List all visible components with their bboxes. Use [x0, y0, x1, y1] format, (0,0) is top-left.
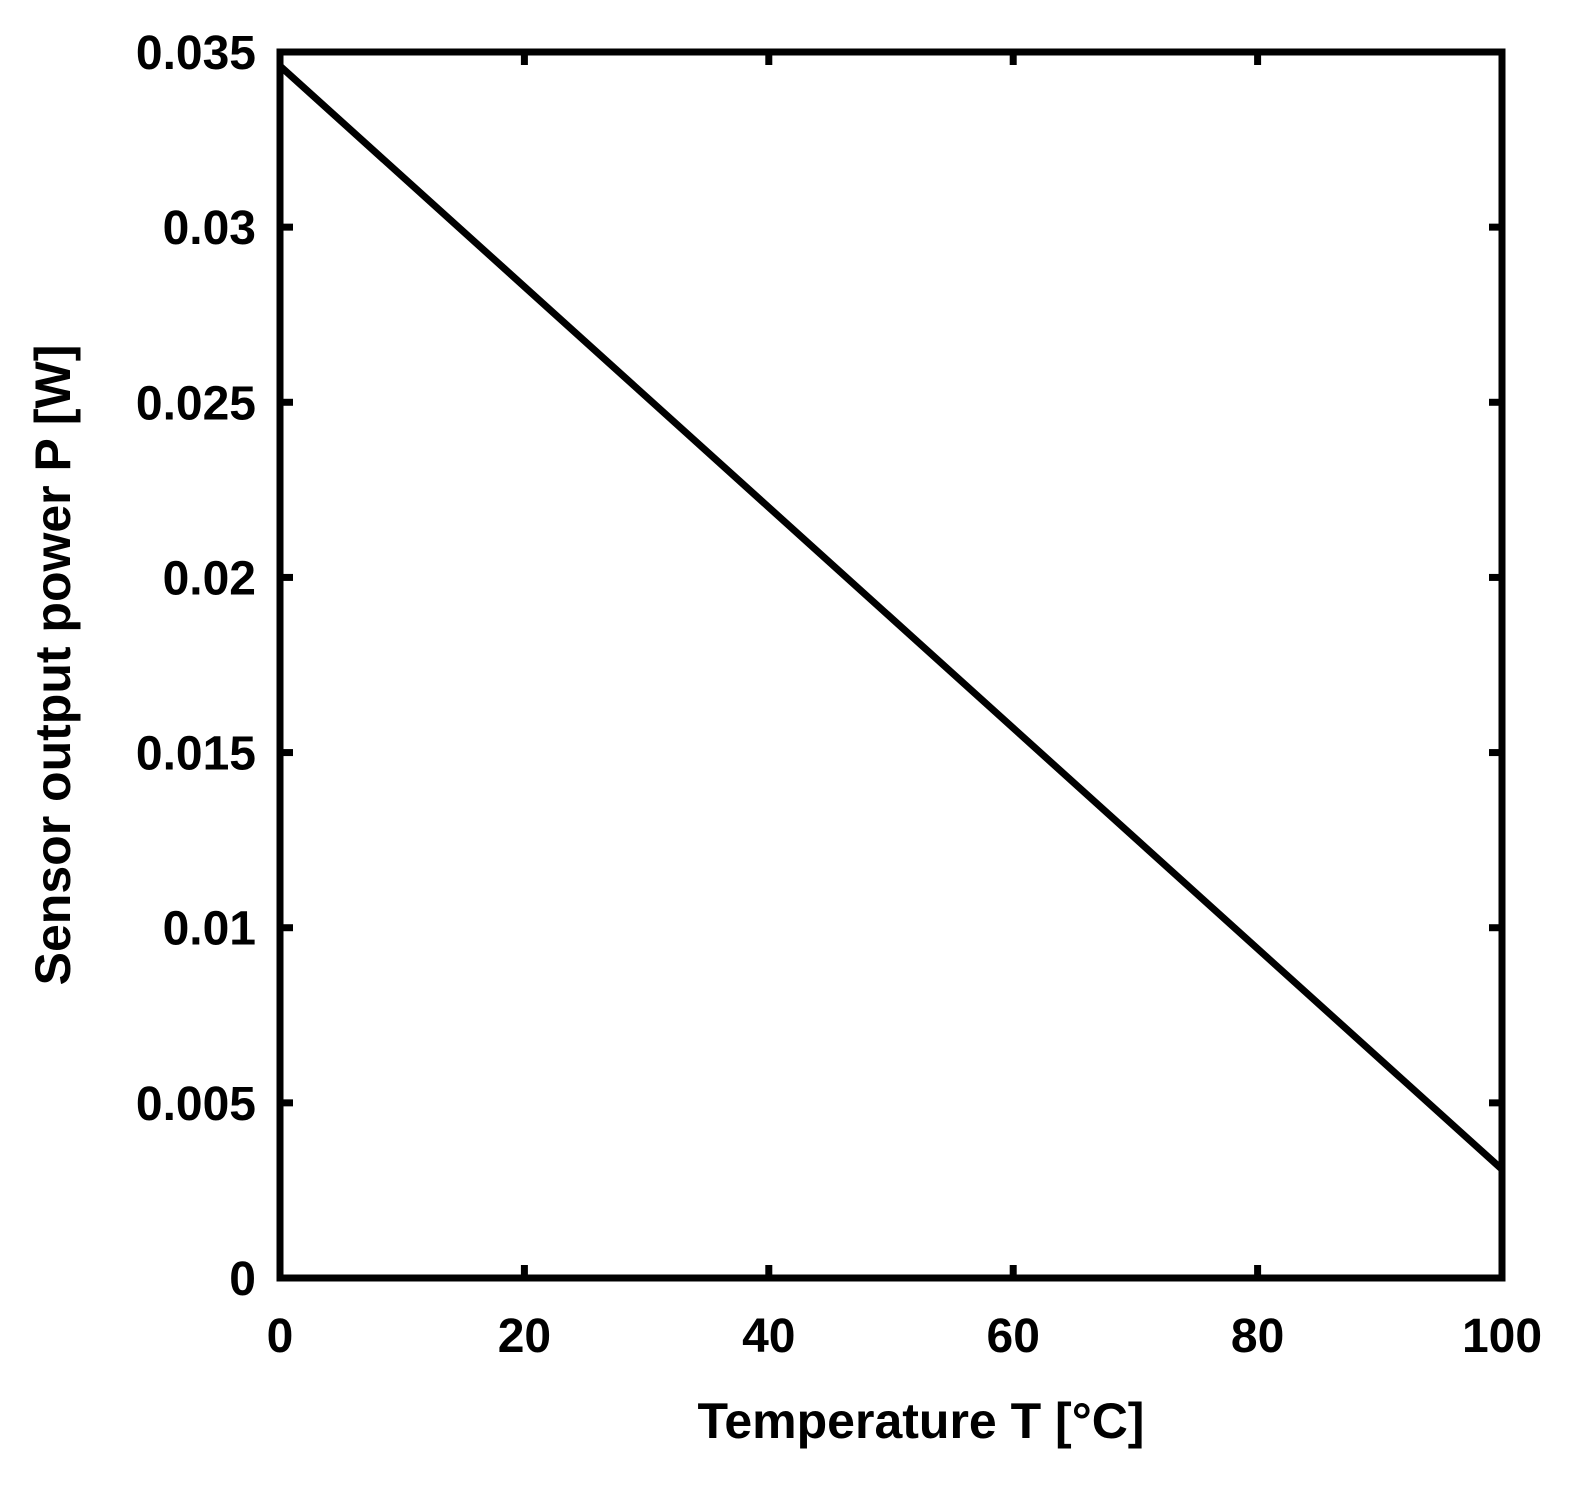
y-tick-label-0: 0	[229, 1253, 256, 1306]
y-tick-labels: 0 0.005 0.01 0.015 0.02 0.025 0.03 0.035	[136, 27, 256, 1306]
y-axis-label: Sensor output power P [W]	[25, 345, 81, 986]
series-line-0	[277, 63, 1505, 1172]
x-tick-label-5: 100	[1462, 1310, 1542, 1363]
x-tick-label-0: 0	[267, 1310, 294, 1363]
plot-frame	[276, 48, 1506, 1282]
y-tick-label-2: 0.01	[163, 903, 256, 956]
x-tick-label-1: 20	[498, 1310, 551, 1363]
series-layer	[277, 63, 1505, 1172]
x-axis-label: Temperature T [°C]	[698, 1393, 1145, 1449]
x-tick-label-3: 60	[987, 1310, 1040, 1363]
y-tick-label-6: 0.03	[163, 202, 256, 255]
x-tick-label-4: 80	[1231, 1310, 1284, 1363]
y-tick-label-3: 0.015	[136, 728, 256, 781]
y-tick-label-7: 0.035	[136, 27, 256, 80]
y-tick-label-1: 0.005	[136, 1078, 256, 1131]
y-tick-label-5: 0.025	[136, 377, 256, 430]
plot-area	[280, 52, 1502, 1278]
y-tick-label-4: 0.02	[163, 552, 256, 605]
x-tick-labels: 0 20 40 60 80 100	[267, 1310, 1542, 1363]
x-tick-label-2: 40	[742, 1310, 795, 1363]
